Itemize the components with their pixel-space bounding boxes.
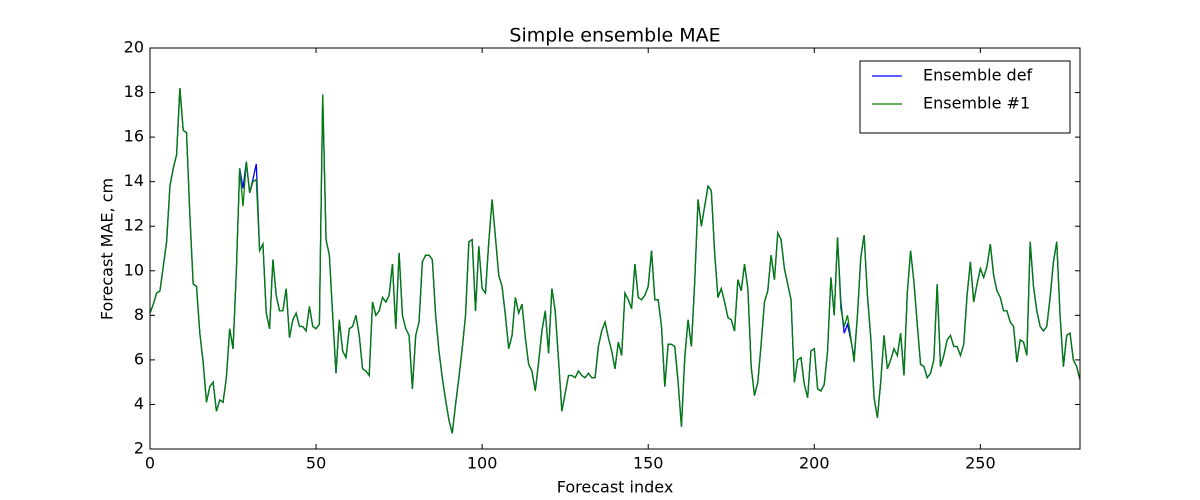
x-tick-label: 150: [633, 454, 664, 473]
y-tick-label: 4: [134, 394, 144, 413]
y-axis-label: Forecast MAE, cm: [98, 178, 117, 320]
x-tick-label: 0: [145, 454, 155, 473]
y-tick-label: 16: [124, 127, 144, 146]
x-tick-label: 250: [965, 454, 996, 473]
y-tick-label: 14: [124, 171, 144, 190]
legend-label: Ensemble def: [923, 66, 1033, 85]
x-axis-label: Forecast index: [557, 478, 674, 497]
x-tick-label: 50: [306, 454, 326, 473]
x-tick-label: 100: [467, 454, 498, 473]
y-tick-label: 6: [134, 349, 144, 368]
series-line: [150, 88, 1080, 434]
plot-frame: [149, 47, 1081, 450]
y-tick-label: 18: [124, 82, 144, 101]
legend-label: Ensemble #1: [923, 94, 1030, 113]
y-tick-label: 2: [134, 439, 144, 458]
y-tick-label: 20: [124, 38, 144, 57]
x-tick-label: 200: [799, 454, 830, 473]
legend-box: [859, 60, 1071, 134]
y-tick-label: 8: [134, 305, 144, 324]
chart-title: Simple ensemble MAE: [509, 25, 720, 47]
y-tick-label: 12: [124, 216, 144, 235]
y-tick-label: 10: [124, 260, 144, 279]
